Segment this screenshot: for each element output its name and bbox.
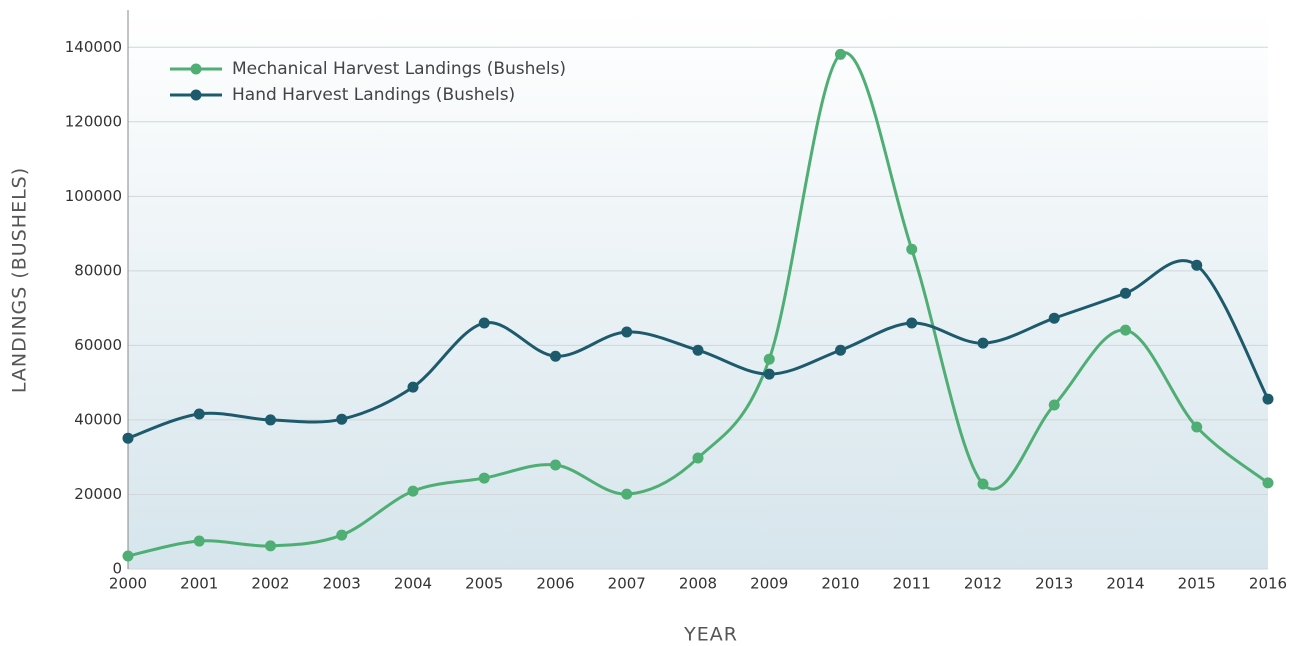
x-tick-label: 2008 <box>679 575 717 593</box>
data-point <box>1191 259 1203 271</box>
data-point <box>1048 399 1060 411</box>
x-tick-label: 2007 <box>608 575 646 593</box>
y-tick-label: 100000 <box>65 187 122 205</box>
x-tick-label: 2014 <box>1106 575 1144 593</box>
data-point <box>835 48 846 60</box>
y-tick-label: 120000 <box>65 112 122 130</box>
data-point <box>265 414 276 426</box>
data-point <box>265 540 276 552</box>
data-point <box>1120 287 1131 299</box>
data-point <box>550 350 561 362</box>
data-point <box>1262 393 1274 405</box>
data-point <box>692 344 704 356</box>
legend-label: Mechanical Harvest Landings (Bushels) <box>232 59 566 79</box>
plot-background <box>128 10 1268 569</box>
data-point <box>193 408 205 420</box>
data-point <box>906 317 918 329</box>
y-axis-title: LANDINGS (BUSHELS) <box>9 167 31 393</box>
data-point <box>478 472 490 484</box>
x-tick-label: 2000 <box>109 575 147 593</box>
y-tick-label: 40000 <box>74 410 122 428</box>
x-tick-label: 2005 <box>465 575 503 593</box>
data-point <box>906 243 918 255</box>
legend-marker <box>190 63 202 75</box>
x-tick-label: 2011 <box>893 575 931 593</box>
data-point <box>763 353 775 365</box>
data-point <box>336 529 348 541</box>
x-tick-label: 2009 <box>750 575 788 593</box>
data-point <box>407 381 419 393</box>
x-tick-label: 2001 <box>180 575 218 593</box>
data-point <box>122 432 134 444</box>
data-point <box>621 326 633 338</box>
x-tick-label: 2010 <box>821 575 859 593</box>
data-point <box>977 337 989 349</box>
x-axis-title: YEAR <box>683 624 738 646</box>
data-point <box>1191 421 1203 433</box>
data-point <box>122 550 134 562</box>
series-line <box>127 51 1269 558</box>
data-point <box>407 485 419 497</box>
data-point <box>977 478 989 490</box>
y-tick-label: 140000 <box>65 38 122 56</box>
y-tick-label: 80000 <box>74 261 122 279</box>
x-tick-label: 2002 <box>251 575 289 593</box>
data-point <box>1120 324 1131 336</box>
y-tick-label: 20000 <box>74 485 122 503</box>
legend-label: Hand Harvest Landings (Bushels) <box>232 85 515 105</box>
data-point <box>835 344 846 356</box>
data-point <box>763 368 775 380</box>
data-point <box>1262 477 1274 489</box>
x-tick-label: 2015 <box>1178 575 1216 593</box>
x-tick-label: 2012 <box>964 575 1002 593</box>
data-point <box>1048 312 1060 324</box>
x-tick-label: 2004 <box>394 575 432 593</box>
data-point <box>550 459 561 471</box>
data-point <box>336 413 348 425</box>
data-point <box>478 317 490 329</box>
x-tick-label: 2016 <box>1249 575 1287 593</box>
x-tick-label: 2006 <box>536 575 574 593</box>
y-tick-label: 60000 <box>74 336 122 354</box>
x-tick-label: 2003 <box>323 575 361 593</box>
data-point <box>193 535 205 547</box>
data-point <box>621 488 633 500</box>
x-tick-label: 2013 <box>1035 575 1073 593</box>
legend-marker <box>190 89 202 101</box>
y-tick-label: 0 <box>112 560 122 578</box>
data-point <box>692 452 704 464</box>
